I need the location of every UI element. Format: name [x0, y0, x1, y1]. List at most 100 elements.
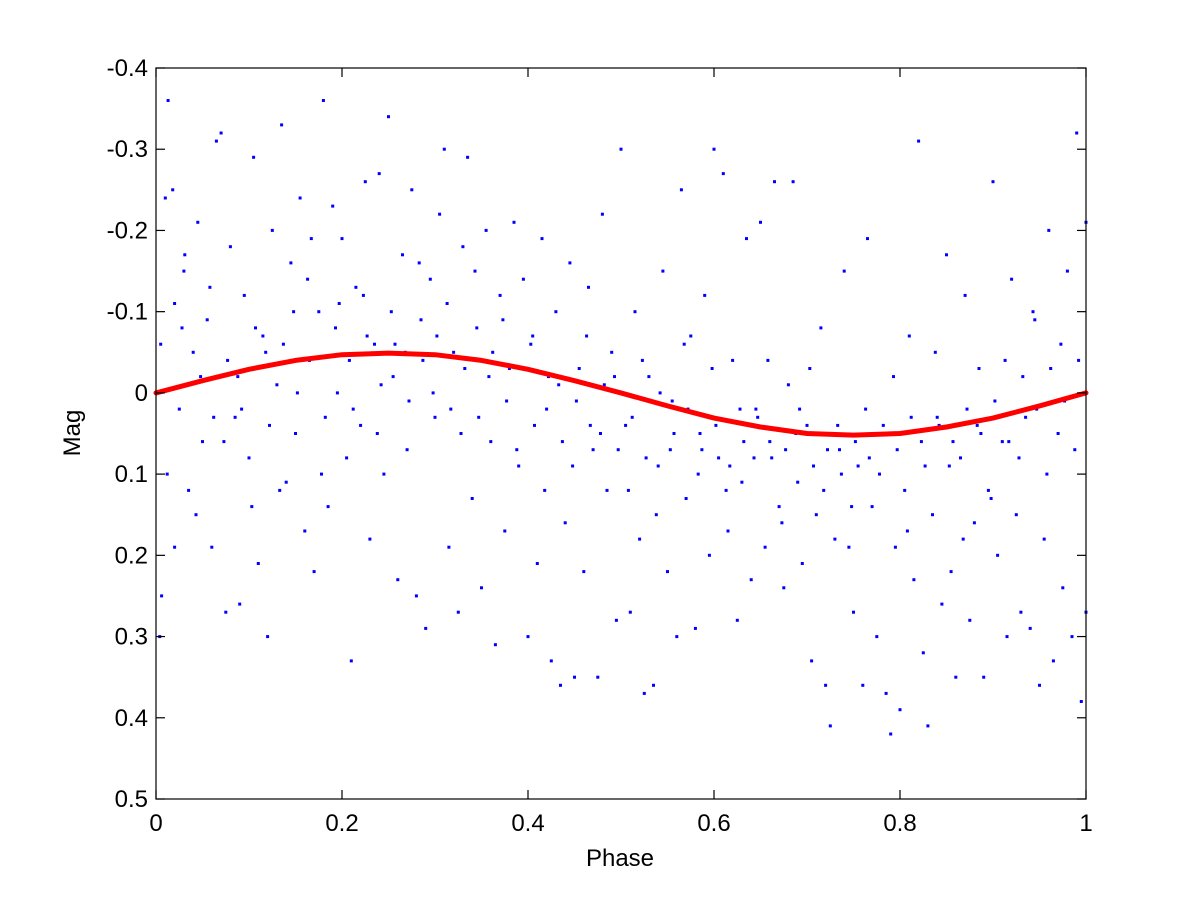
- scatter-point: [867, 456, 871, 460]
- y-tick-label: 0.3: [115, 624, 148, 651]
- scatter-point: [214, 139, 218, 143]
- scatter-point: [989, 497, 993, 500]
- scatter-point: [591, 448, 595, 452]
- scatter-point: [160, 594, 164, 598]
- scatter-point: [545, 407, 549, 411]
- scatter-point: [893, 545, 897, 549]
- scatter-point: [791, 180, 795, 184]
- scatter-point: [693, 626, 697, 630]
- scatter-point: [903, 488, 907, 492]
- scatter-point: [940, 602, 944, 606]
- scatter-point: [389, 310, 393, 314]
- scatter-point: [391, 375, 395, 379]
- scatter-point: [666, 570, 669, 574]
- scatter-point: [298, 196, 302, 200]
- scatter-point: [675, 635, 679, 639]
- scatter-point: [560, 440, 564, 444]
- scatter-point: [431, 391, 435, 395]
- scatter-point: [250, 505, 254, 509]
- scatter-point: [428, 277, 432, 281]
- scatter-point: [240, 407, 244, 411]
- scatter-point: [337, 302, 341, 305]
- scatter-point: [828, 724, 832, 728]
- scatter-point: [847, 545, 851, 549]
- scatter-point: [531, 334, 535, 338]
- scatter-point: [808, 367, 812, 370]
- scatter-point: [812, 464, 815, 468]
- scatter-point: [1061, 586, 1065, 590]
- scatter-point: [173, 545, 177, 549]
- scatter-point: [489, 440, 493, 444]
- scatter-point: [407, 399, 411, 403]
- scatter-point: [354, 285, 358, 289]
- scatter-point: [582, 570, 586, 574]
- y-tick-label: 0.5: [115, 786, 148, 813]
- scatter-point: [895, 448, 899, 452]
- scatter-point: [850, 505, 854, 509]
- scatter-point: [842, 269, 846, 273]
- scatter-point: [379, 383, 383, 387]
- scatter-point: [477, 415, 481, 419]
- scatter-point: [996, 553, 1000, 557]
- scatter-point: [993, 399, 997, 403]
- scatter-point: [945, 253, 948, 257]
- scatter-point: [852, 610, 855, 614]
- scatter-point: [387, 115, 390, 119]
- scatter-point: [363, 180, 367, 184]
- scatter-point: [264, 350, 268, 354]
- scatter-point: [334, 326, 337, 330]
- scatter-point: [459, 432, 463, 435]
- scatter-point: [1045, 472, 1049, 476]
- scatter-point: [280, 123, 284, 127]
- scatter-point: [491, 350, 495, 354]
- scatter-point: [763, 545, 767, 549]
- scatter-point: [986, 488, 990, 492]
- scatter-point: [447, 545, 451, 549]
- scatter-point: [1073, 448, 1077, 452]
- scatter-point: [571, 464, 575, 468]
- scatter-point: [596, 675, 600, 679]
- scatter-point: [449, 407, 453, 411]
- scatter-point: [208, 285, 212, 289]
- scatter-point: [777, 505, 781, 509]
- scatter-point: [949, 570, 953, 574]
- scatter-point: [233, 415, 237, 419]
- scatter-point: [773, 180, 776, 184]
- scatter-point: [605, 488, 609, 492]
- scatter-point: [512, 220, 516, 224]
- scatter-point: [361, 293, 365, 297]
- y-axis-label: Mag: [59, 410, 86, 457]
- scatter-point: [377, 172, 381, 176]
- scatter-point: [1070, 635, 1074, 639]
- scatter-point: [626, 488, 630, 492]
- scatter-point: [473, 269, 477, 273]
- scatter-point: [568, 261, 572, 265]
- scatter-point: [323, 415, 327, 419]
- scatter-point: [281, 342, 285, 346]
- scatter-point: [275, 383, 279, 387]
- scatter-point: [1021, 375, 1025, 379]
- scatter-point: [345, 456, 349, 460]
- scatter-point: [442, 147, 446, 151]
- scatter-point: [549, 659, 553, 663]
- scatter-point: [700, 448, 704, 452]
- scatter-point: [292, 310, 296, 314]
- scatter-point: [331, 204, 335, 208]
- scatter-point: [252, 155, 256, 159]
- scatter-point: [861, 683, 865, 687]
- scatter-point: [954, 675, 958, 679]
- scatter-point: [1059, 342, 1063, 346]
- scatter-point: [898, 708, 902, 712]
- scatter-point: [1033, 318, 1037, 322]
- scatter-point: [554, 310, 558, 314]
- scatter-point: [242, 293, 246, 297]
- scatter-point: [1075, 131, 1079, 135]
- scatter-point: [289, 261, 293, 265]
- scatter-point: [222, 440, 226, 444]
- scatter-point: [526, 635, 530, 639]
- scatter-point: [270, 228, 274, 232]
- y-tick-label: 0.1: [115, 461, 148, 488]
- scatter-point: [194, 513, 198, 517]
- scatter-point: [931, 513, 934, 517]
